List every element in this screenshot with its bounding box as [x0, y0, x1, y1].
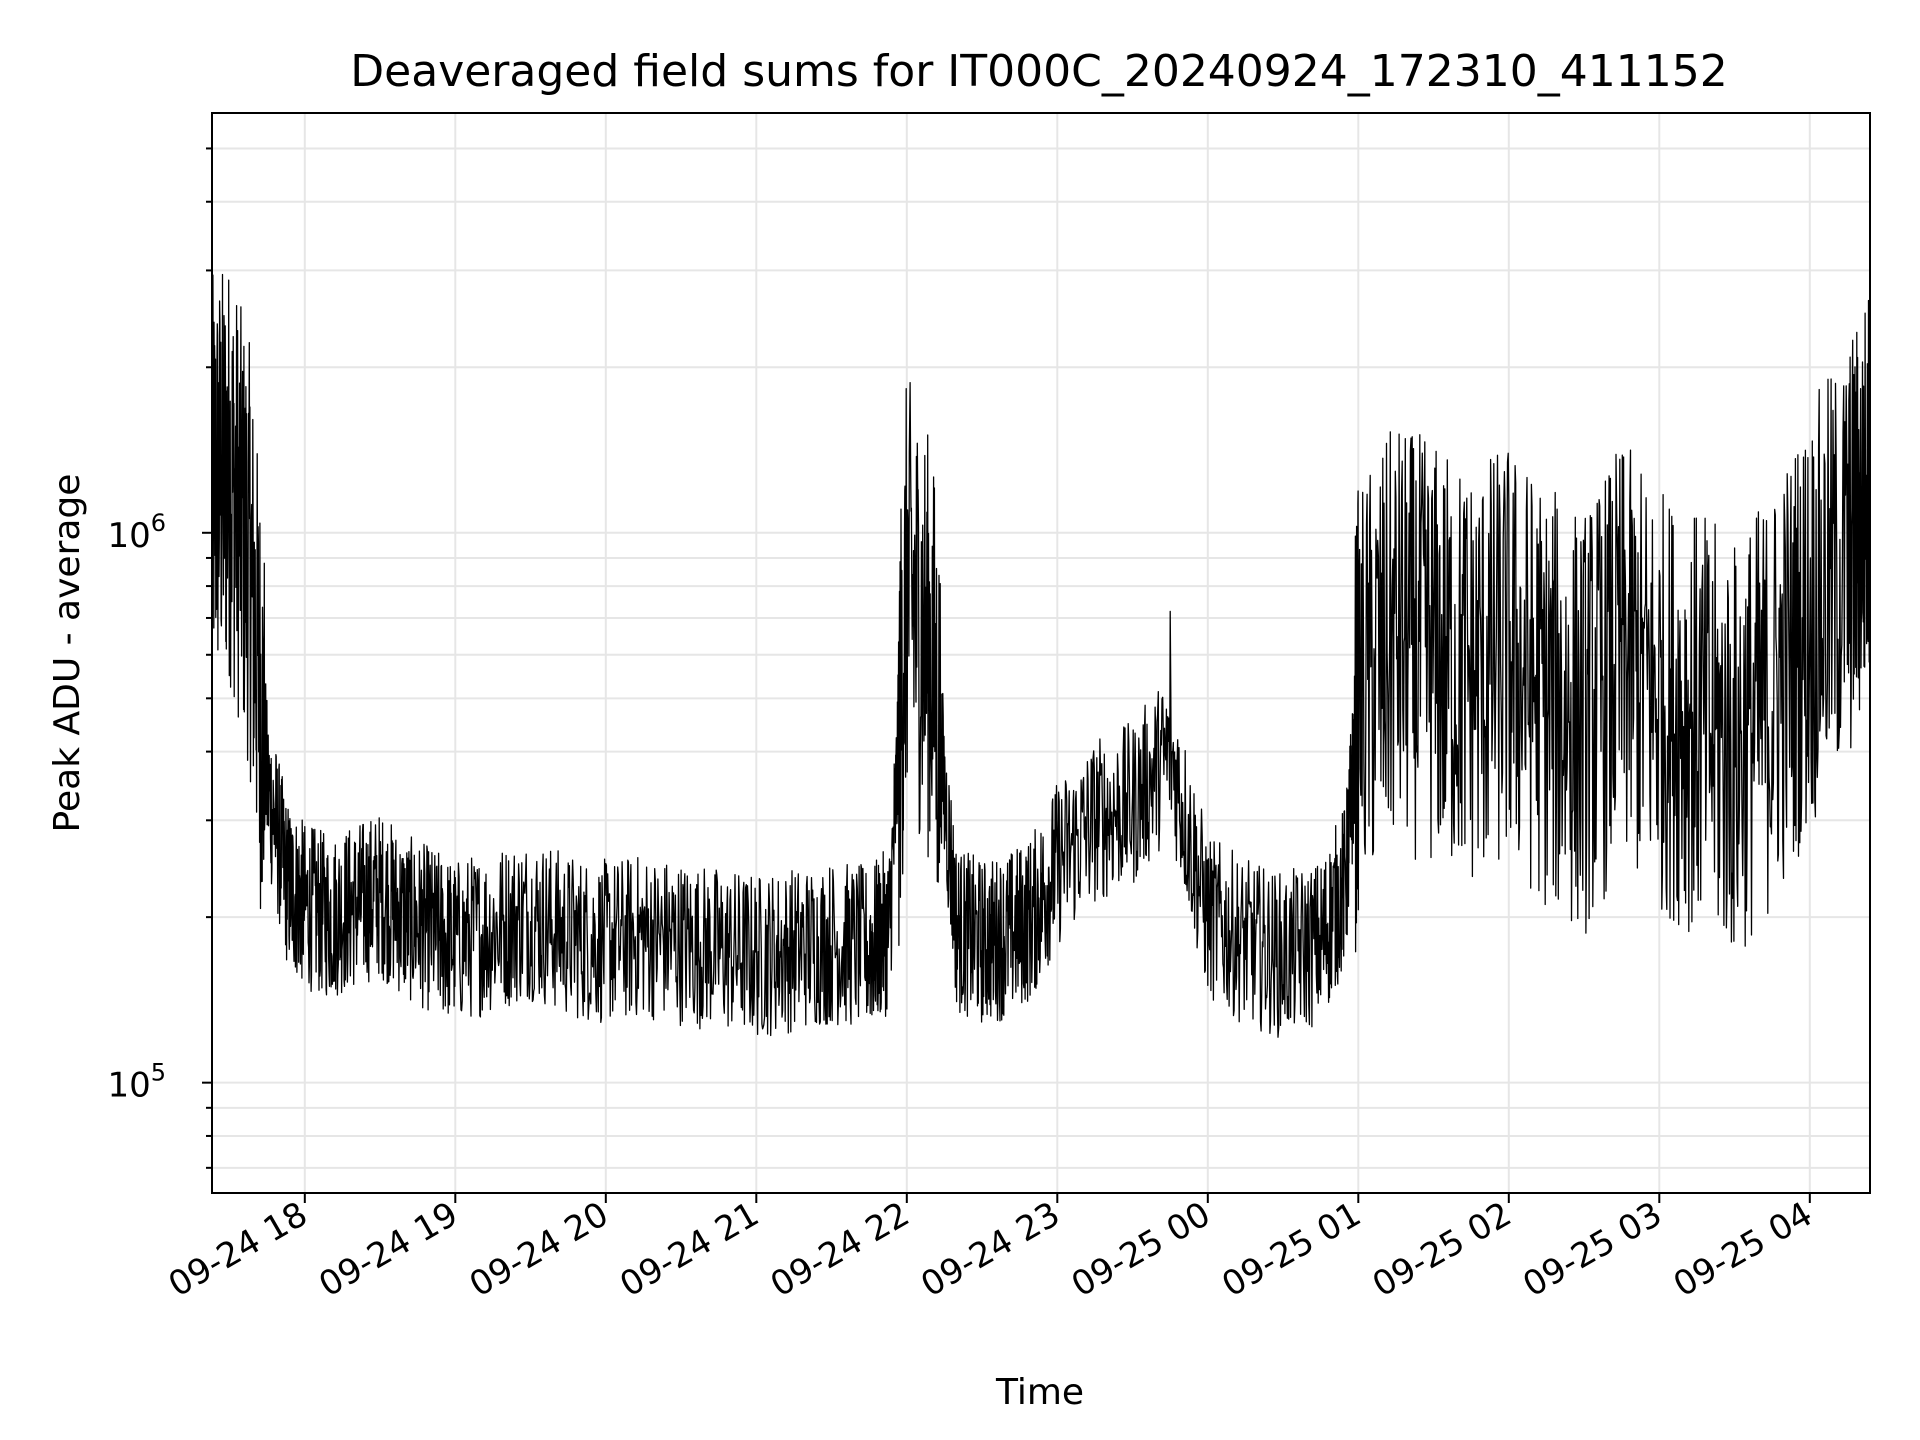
y-axis-label: Peak ADU - average [47, 474, 88, 833]
chart-title: Deaveraged field sums for IT000C_2024092… [350, 46, 1727, 97]
series-line [211, 273, 1871, 1038]
plot-frame [211, 112, 1871, 1194]
data-line-layer [211, 273, 1871, 1038]
x-axis-label: Time [995, 1372, 1084, 1413]
y-tick-label: 106 [107, 509, 166, 556]
y-tick-label: 105 [107, 1059, 166, 1106]
